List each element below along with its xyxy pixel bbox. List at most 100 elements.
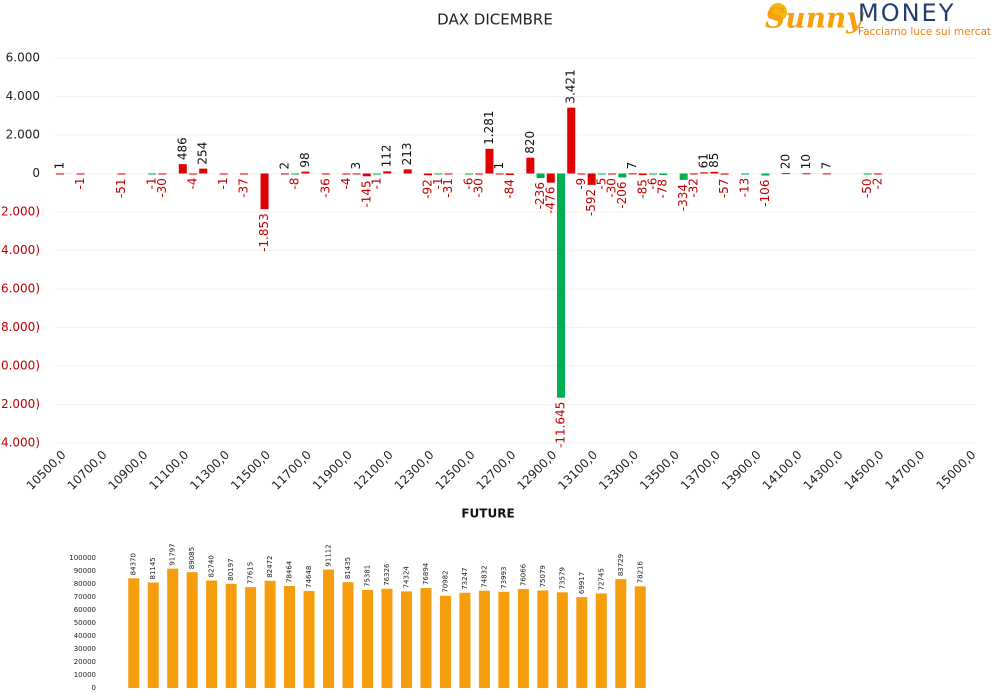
logo-tagline: Facciamo luce sui mercati — [858, 26, 991, 38]
bar — [608, 173, 617, 175]
bar — [781, 173, 790, 175]
bar — [403, 169, 412, 174]
data-label: 98 — [298, 152, 312, 167]
data-label: 75079 — [539, 565, 547, 587]
bar — [420, 588, 432, 688]
y-tick-label: 6.000 — [6, 51, 40, 65]
data-label: -32 — [686, 178, 700, 198]
data-label: -4 — [186, 178, 200, 190]
bar — [741, 173, 749, 175]
data-label: -4 — [339, 178, 353, 190]
bar — [517, 589, 529, 688]
data-label: -236 — [533, 182, 547, 209]
data-label: 78216 — [636, 561, 644, 584]
bar — [206, 580, 218, 688]
x-tick-label: 13100,0 — [555, 448, 600, 493]
data-label: 81435 — [344, 557, 352, 579]
bar — [186, 572, 198, 688]
bar — [475, 173, 484, 175]
bar — [284, 585, 296, 688]
x-tick-label: 12300,0 — [392, 448, 437, 493]
data-label: 78464 — [286, 560, 294, 583]
bar — [557, 173, 565, 398]
y-tick-label: 4.000 — [6, 89, 40, 103]
data-label: -30 — [605, 178, 619, 198]
x-tick-label: 15000,0 — [933, 448, 978, 493]
bar — [264, 580, 276, 688]
data-label: 76066 — [519, 563, 527, 586]
y-tick-label: 0 — [32, 166, 40, 180]
y-tick-label: 90000 — [74, 567, 96, 575]
chart-title: DAX DICEMBRE — [437, 11, 553, 29]
y-tick-label: 60000 — [74, 606, 96, 614]
data-label: 3.421 — [564, 69, 578, 103]
bar — [618, 173, 627, 178]
bar — [158, 173, 167, 175]
x-tick-label: 12700,0 — [473, 448, 518, 493]
x-tick-label: 10900,0 — [105, 448, 150, 493]
data-label: -13 — [738, 178, 752, 198]
data-label: 1 — [53, 162, 67, 170]
x-tick-label: 10700,0 — [65, 448, 110, 493]
data-label: -8 — [288, 178, 302, 190]
bar — [649, 173, 657, 175]
bar — [260, 173, 269, 210]
x-tick-label: 13900,0 — [719, 448, 764, 493]
data-label: 73579 — [558, 567, 566, 589]
x-tick-label: 12500,0 — [433, 448, 478, 493]
data-label: 112 — [380, 144, 394, 167]
y-tick-label: 100000 — [69, 554, 96, 562]
bar — [689, 173, 698, 175]
data-label: -1 — [370, 178, 384, 190]
data-label: -50 — [860, 178, 874, 198]
bar — [128, 578, 140, 688]
data-label: -592 — [584, 189, 598, 216]
y-tick-label: 0 — [92, 684, 96, 692]
bar — [720, 173, 729, 175]
y-tick-label: 12.000) — [0, 397, 40, 411]
bar — [615, 579, 627, 688]
data-label: -2 — [870, 178, 884, 190]
data-label: -37 — [237, 178, 251, 198]
data-label: 89085 — [188, 547, 196, 569]
data-label: -1.853 — [257, 213, 271, 252]
bar — [281, 173, 289, 175]
data-label: 82472 — [266, 556, 274, 578]
bar — [465, 173, 473, 175]
bar — [459, 592, 471, 688]
y-tick-label: 10000 — [74, 671, 96, 679]
bar — [659, 173, 668, 176]
bar — [362, 173, 371, 177]
bar — [595, 593, 607, 688]
data-label: 72745 — [597, 568, 605, 590]
data-label: -30 — [155, 178, 169, 198]
bar — [577, 173, 586, 175]
data-label: 74648 — [305, 566, 313, 588]
data-label: -85 — [635, 179, 649, 199]
bar — [628, 173, 637, 175]
data-label: -92 — [421, 179, 435, 199]
data-label: -206 — [615, 181, 629, 208]
data-label: 80197 — [227, 558, 235, 580]
bar — [822, 173, 831, 175]
bar — [478, 590, 490, 688]
bar — [178, 164, 187, 174]
y-tick-label: (4.000) — [0, 243, 40, 257]
data-label: 254 — [196, 142, 210, 165]
bar — [148, 173, 157, 175]
data-label: 1 — [492, 162, 506, 170]
y-tick-label: (8.000) — [0, 320, 40, 334]
logo-brand: MONEY — [858, 0, 955, 27]
bar — [576, 597, 588, 688]
y-tick-label: 70000 — [74, 593, 96, 601]
bar — [342, 582, 354, 688]
bar — [301, 171, 310, 174]
bar — [147, 582, 159, 688]
y-tick-label: 14.000) — [0, 436, 40, 450]
y-tick-label: 30000 — [74, 645, 96, 653]
data-label: 73993 — [500, 567, 508, 589]
bar — [219, 173, 228, 175]
y-tick-label: (6.000) — [0, 282, 40, 296]
data-label: 91112 — [325, 544, 333, 566]
